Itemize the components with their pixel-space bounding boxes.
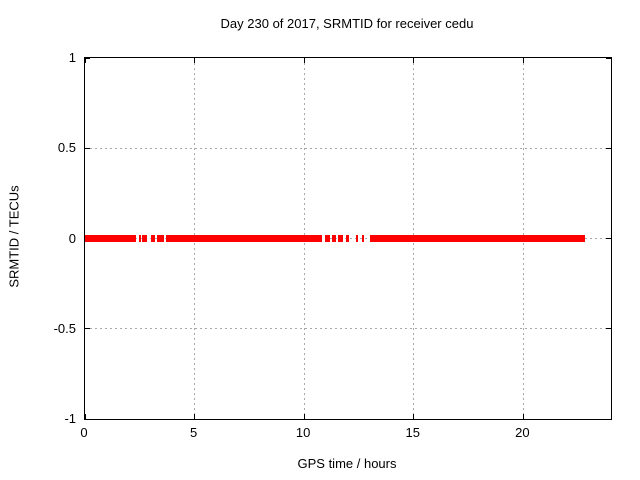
x-tick-mark-top [84,58,86,63]
y-tick-mark-right [606,328,611,330]
data-segment [166,235,323,242]
y-tick-mark-right [606,418,611,420]
y-tick-mark-right [606,57,611,59]
x-tick-mark-bottom [522,414,524,419]
chart-title: Day 230 of 2017, SRMTID for receiver ced… [220,16,474,31]
data-segment [150,235,156,242]
data-segment [356,235,359,242]
data-segment [338,235,344,242]
data-segment [141,235,147,242]
y-tick-mark-right [606,238,611,239]
x-tick-mark-bottom [194,414,196,419]
x-tick-label: 10 [295,425,311,440]
plot-area [84,57,612,420]
y-tick-mark-left [85,328,90,330]
data-segment [370,235,585,242]
x-tick-mark-top [194,58,196,63]
x-tick-label: 5 [189,425,198,440]
data-segment [157,235,165,242]
grid-line-horizontal [85,147,611,149]
x-tick-mark-top [522,58,524,63]
x-tick-mark-bottom [303,414,305,419]
y-tick-mark-left [85,147,90,149]
y-tick-mark-right [606,147,611,149]
y-tick-label: 1 [68,50,76,65]
data-segment [85,235,137,242]
y-tick-mark-left [85,57,90,59]
y-tick-label: 0 [68,230,76,246]
x-tick-label: 0 [80,425,88,440]
data-segment [346,235,350,242]
data-segment [139,235,142,242]
y-axis-label: SRMTID / TECUs [6,185,22,288]
grid-line-horizontal [85,328,611,330]
x-tick-mark-bottom [413,414,415,419]
x-tick-mark-top [413,58,415,63]
y-tick-mark-left [85,418,90,420]
x-tick-label: 20 [515,425,530,440]
data-segment [332,235,337,242]
y-tick-label: -1 [64,411,76,426]
y-tick-label: -0.5 [53,320,76,336]
x-tick-mark-top [303,58,305,63]
x-tick-label: 15 [405,425,420,440]
data-segment [325,235,331,242]
x-tick-mark-bottom [84,414,86,419]
data-segment [362,235,365,242]
y-tick-label: 0.5 [57,140,76,156]
x-axis-label: GPS time / hours [297,456,397,471]
